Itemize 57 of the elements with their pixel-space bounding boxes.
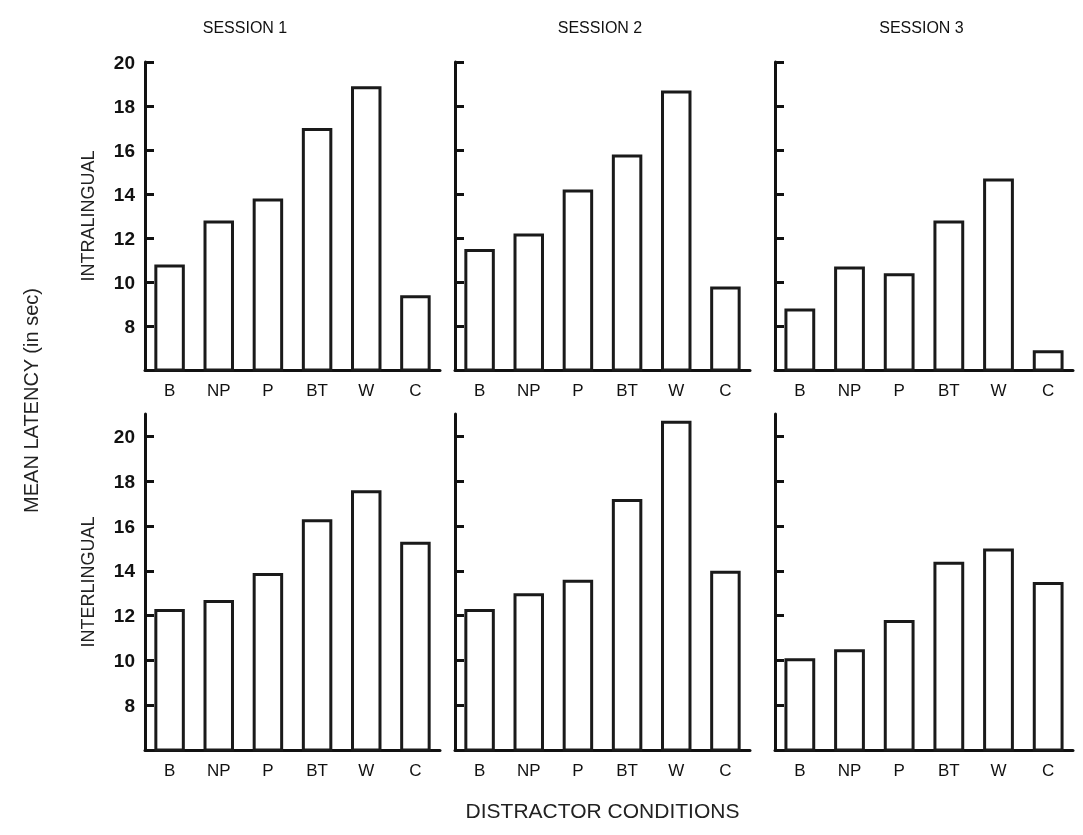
x-tick-label: W <box>990 761 1007 780</box>
y-tick-label: 12 <box>113 605 135 627</box>
x-tick-label: P <box>572 761 584 780</box>
x-tick-label: NP <box>837 761 862 780</box>
x-tick-label: W <box>668 381 685 400</box>
chart-title: SESSION 2 <box>557 18 643 36</box>
y-tick-label: 14 <box>113 183 136 205</box>
y-tick-label: 20 <box>113 51 135 73</box>
x-tick-label: P <box>262 761 274 780</box>
x-tick-label: BT <box>937 381 960 400</box>
x-tick-label: B <box>163 761 176 780</box>
x-tick-label: B <box>473 381 486 400</box>
x-tick-label: P <box>893 381 905 400</box>
y-tick-label: 20 <box>113 425 135 447</box>
x-tick-label: W <box>358 761 375 780</box>
x-tick-label: B <box>794 761 806 780</box>
text: MEAN LATENCY (in sec) <box>19 287 43 513</box>
chart-title: SESSION 1 <box>202 18 288 36</box>
y-axis-title: INTRALINGUAL <box>78 150 98 282</box>
x-tick-label: P <box>893 761 905 780</box>
x-tick-label: BT <box>306 381 328 400</box>
y-tick-label: 12 <box>113 227 135 249</box>
y-tick-label: 8 <box>124 315 135 337</box>
y-tick-label: 14 <box>113 560 136 582</box>
y-tick-label: 10 <box>113 649 135 671</box>
x-tick-label: C <box>1042 761 1055 780</box>
y-tick-label: 18 <box>113 95 135 117</box>
x-tick-label: NP <box>837 381 862 400</box>
x-tick-label: B <box>163 381 176 400</box>
x-tick-label: NP <box>516 761 541 780</box>
x-tick-label: C <box>719 381 732 400</box>
x-tick-label: C <box>409 761 422 780</box>
x-tick-label: C <box>1042 381 1055 400</box>
y-tick-label: 16 <box>113 139 135 161</box>
y-tick-label: 18 <box>113 470 135 492</box>
x-tick-label: P <box>262 381 274 400</box>
x-tick-label: BT <box>937 761 960 780</box>
x-tick-label: NP <box>206 761 231 780</box>
x-tick-label: B <box>794 381 806 400</box>
y-tick-label: 10 <box>113 271 135 293</box>
x-tick-label: C <box>409 381 422 400</box>
x-tick-label: NP <box>206 381 231 400</box>
y-axis-title: INTERLINGUAL <box>78 516 98 648</box>
x-tick-label: BT <box>306 761 328 780</box>
x-tick-label: C <box>719 761 732 780</box>
x-tick-label: NP <box>516 381 541 400</box>
x-axis-title: DISTRACTOR CONDITIONS <box>465 799 740 822</box>
x-tick-label: P <box>572 381 584 400</box>
y-tick-label: 16 <box>113 515 135 537</box>
x-tick-label: B <box>473 761 486 780</box>
x-tick-label: W <box>990 381 1007 400</box>
y-tick-label: 8 <box>124 694 135 716</box>
x-tick-label: BT <box>616 761 638 780</box>
x-tick-label: BT <box>616 381 638 400</box>
chart-title: SESSION 3 <box>879 18 964 36</box>
x-tick-label: W <box>358 381 375 400</box>
x-tick-label: W <box>668 761 685 780</box>
